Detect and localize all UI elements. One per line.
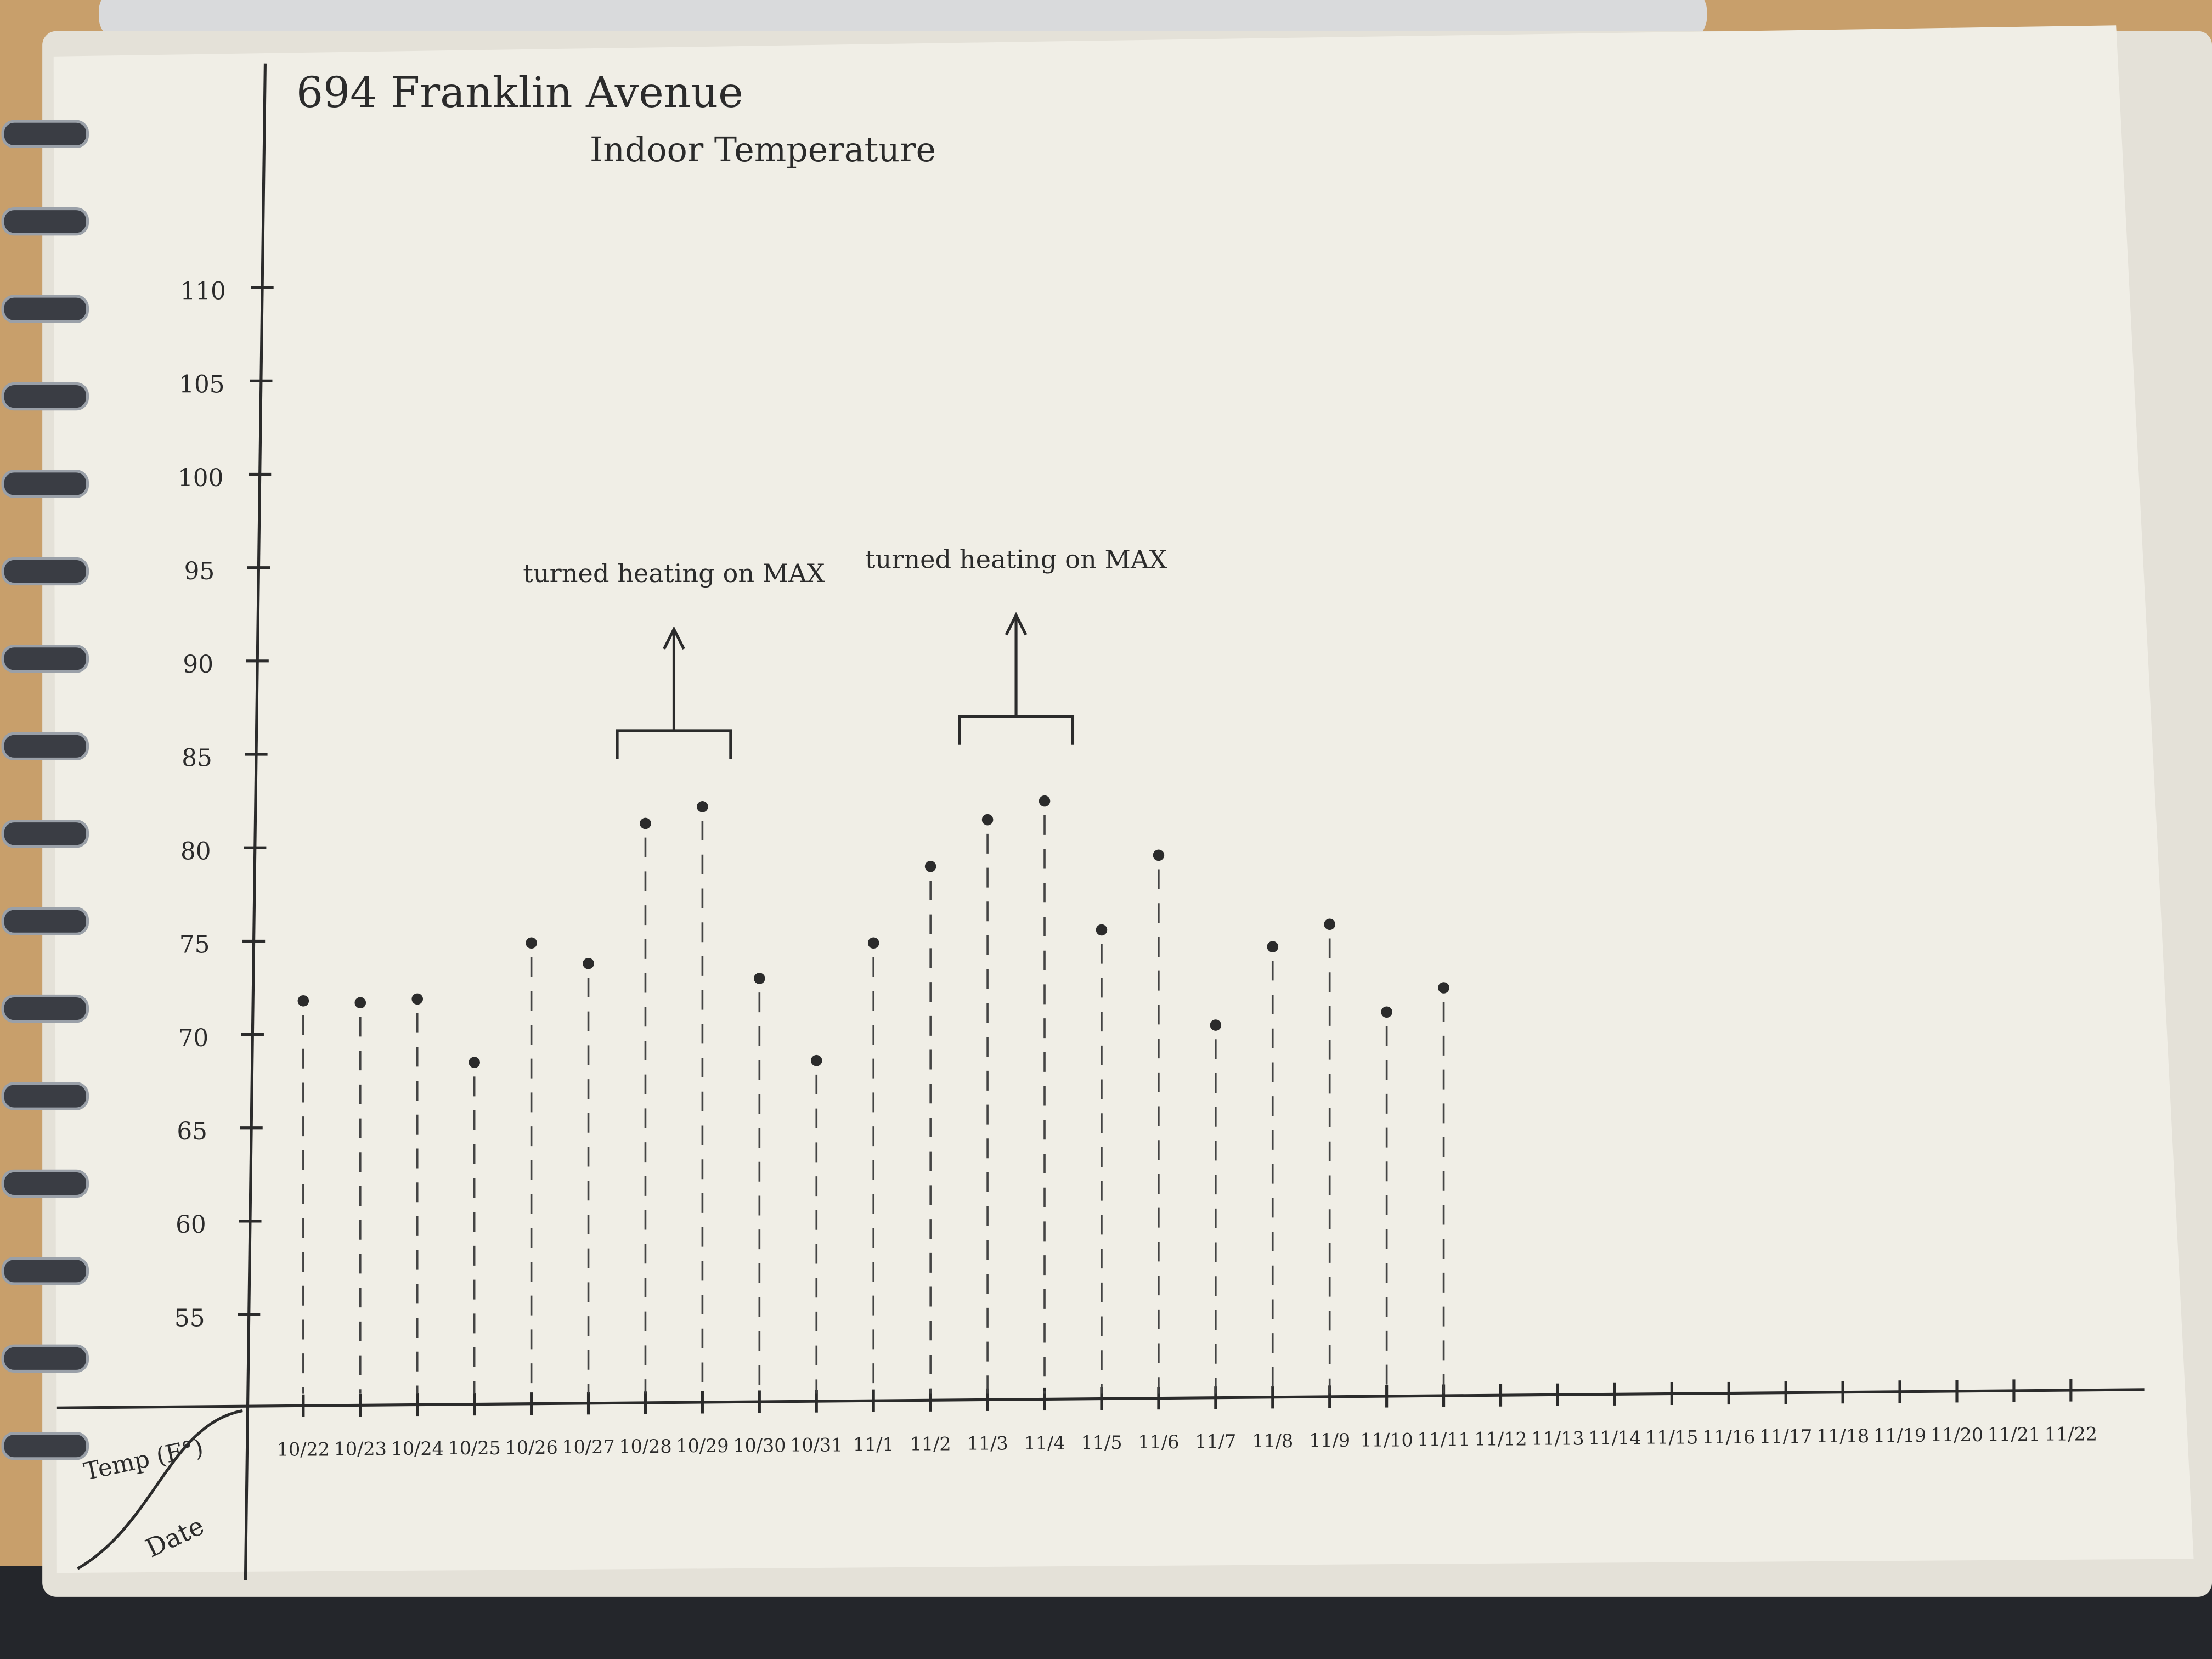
data-point	[867, 937, 879, 949]
spiral-ring	[1, 820, 89, 848]
spiral-ring	[1, 470, 89, 498]
spiral-ring	[1, 907, 89, 935]
data-point	[583, 957, 594, 969]
data-point	[1039, 795, 1051, 807]
spiral-ring	[1, 1432, 89, 1460]
x-tick-label: 11/7	[1195, 1431, 1236, 1452]
y-tick-label: 55	[174, 1304, 205, 1332]
x-tick-label: 10/27	[562, 1436, 614, 1458]
spiral-ring	[1, 382, 89, 411]
spiral-ring	[1, 732, 89, 761]
x-tick-label: 11/16	[1702, 1426, 1755, 1448]
x-tick-label: 11/2	[910, 1434, 951, 1455]
x-tick-label: 11/17	[1759, 1426, 1812, 1447]
spiral-ring	[1, 295, 89, 323]
x-tick-label: 11/3	[967, 1433, 1008, 1454]
x-tick-label: 11/15	[1645, 1427, 1698, 1448]
x-tick-label: 11/11	[1417, 1429, 1470, 1450]
spiral-ring	[1, 1082, 89, 1110]
data-point	[754, 973, 765, 984]
data-point	[810, 1054, 822, 1066]
spiral-ring	[1, 645, 89, 673]
y-tick-label: 80	[180, 838, 211, 866]
x-tick-label: 11/20	[1931, 1424, 1983, 1446]
y-tick-label: 100	[178, 464, 223, 492]
x-tick-label: 11/6	[1138, 1431, 1179, 1453]
annotation: turned heating on MAX	[865, 544, 1167, 574]
x-tick-label: 11/4	[1024, 1432, 1065, 1454]
data-point	[1153, 849, 1165, 861]
spiral-ring	[1, 1169, 89, 1198]
chart-title: 694 Franklin Avenue	[296, 68, 743, 117]
y-tick-label: 85	[182, 744, 212, 772]
spiral-ring	[1, 207, 89, 236]
x-tick-label: 10/28	[619, 1436, 672, 1457]
x-tick-label: 11/19	[1874, 1425, 1926, 1446]
spiral-ring	[1, 994, 89, 1023]
y-tick-label: 60	[176, 1211, 206, 1239]
x-tick-label: 10/25	[448, 1437, 501, 1459]
paper	[53, 25, 2194, 1573]
x-tick-label: 10/30	[733, 1435, 786, 1456]
x-tick-label: 11/8	[1252, 1430, 1293, 1452]
x-tick-label: 10/31	[790, 1434, 843, 1455]
data-point	[354, 997, 366, 1008]
corner-divider	[77, 1409, 243, 1570]
x-tick-label: 11/13	[1531, 1428, 1584, 1449]
data-point	[697, 801, 708, 812]
y-tick-label: 95	[184, 557, 215, 585]
x-tick-label: 11/14	[1588, 1427, 1641, 1449]
annotation-bracket	[958, 612, 1075, 745]
x-tick-label: 11/1	[853, 1434, 894, 1455]
data-point	[297, 995, 309, 1007]
x-tick-label: 11/10	[1360, 1429, 1413, 1451]
spiral-ring	[1, 557, 89, 586]
data-point	[1210, 1019, 1222, 1031]
data-point	[981, 814, 994, 826]
data-point	[1324, 918, 1335, 930]
spiral-ring	[1, 1257, 89, 1285]
chart-subtitle: Indoor Temperature	[590, 130, 936, 170]
x-tick-label: 10/24	[391, 1438, 444, 1459]
y-axis	[244, 63, 267, 1581]
spiral-ring	[1, 120, 89, 148]
y-tick-label: 105	[179, 371, 224, 399]
data-point	[1096, 924, 1108, 936]
x-tick-label: 10/22	[277, 1439, 330, 1460]
x-tick-label: 10/23	[334, 1438, 387, 1460]
spiral-ring	[1, 1344, 89, 1373]
annotation: turned heating on MAX	[523, 558, 825, 588]
data-point	[1381, 1006, 1392, 1018]
x-tick-label: 11/18	[1816, 1425, 1869, 1447]
y-tick-label: 110	[180, 277, 225, 305]
data-point	[411, 993, 424, 1005]
data-point	[1438, 982, 1449, 994]
spiral-binding	[1, 120, 89, 1460]
data-point	[1267, 941, 1279, 952]
x-tick-label: 11/9	[1309, 1430, 1350, 1451]
x-tick-label: 11/12	[1474, 1428, 1527, 1449]
x-tick-label: 11/21	[1988, 1424, 2040, 1445]
data-point	[640, 817, 651, 830]
x-tick-label: 10/29	[676, 1435, 729, 1457]
y-tick-label: 75	[179, 931, 210, 959]
data-point	[469, 1057, 480, 1068]
y-tick-label: 65	[177, 1118, 207, 1146]
y-tick-label: 90	[183, 651, 213, 679]
y-tick-label: 70	[178, 1024, 209, 1052]
data-point	[526, 937, 537, 949]
x-tick-label: 11/22	[2045, 1423, 2097, 1444]
annotation-bracket	[616, 626, 732, 759]
data-point	[924, 860, 936, 872]
x-tick-label: 11/5	[1081, 1432, 1122, 1453]
x-tick-label: 10/26	[505, 1437, 557, 1458]
